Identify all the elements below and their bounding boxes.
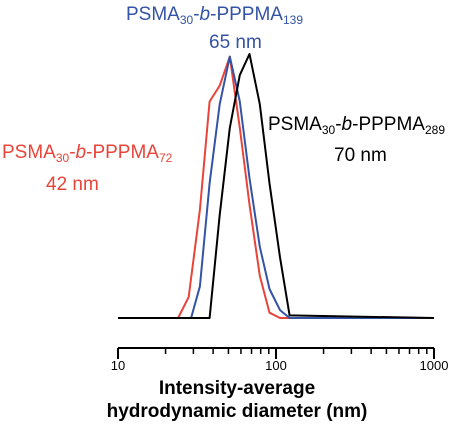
series-label-72: PSMA30-b-PPPMA72 [2, 142, 173, 165]
x-tick-label: 10 [111, 358, 125, 373]
series-line-72 [118, 55, 434, 319]
series-line-289 [118, 53, 435, 319]
series-label-139: PSMA30-b-PPPMA139 [126, 4, 304, 27]
x-axis-title-line1: Intensity-average [158, 378, 316, 399]
size-label-139: 65 nm [209, 32, 262, 53]
x-ticks-group: 10 100 1000 [111, 348, 449, 373]
x-tick-label: 100 [265, 358, 287, 373]
curves-group [118, 53, 435, 319]
x-tick-label: 1000 [420, 358, 449, 373]
size-label-72: 42 nm [46, 174, 99, 195]
series-label-289: PSMA30-b-PPPMA289 [268, 114, 446, 137]
x-axis-title-line2: hydrodynamic diameter (nm) [106, 401, 368, 422]
series-line-139 [118, 55, 434, 319]
size-label-289: 70 nm [334, 145, 387, 166]
